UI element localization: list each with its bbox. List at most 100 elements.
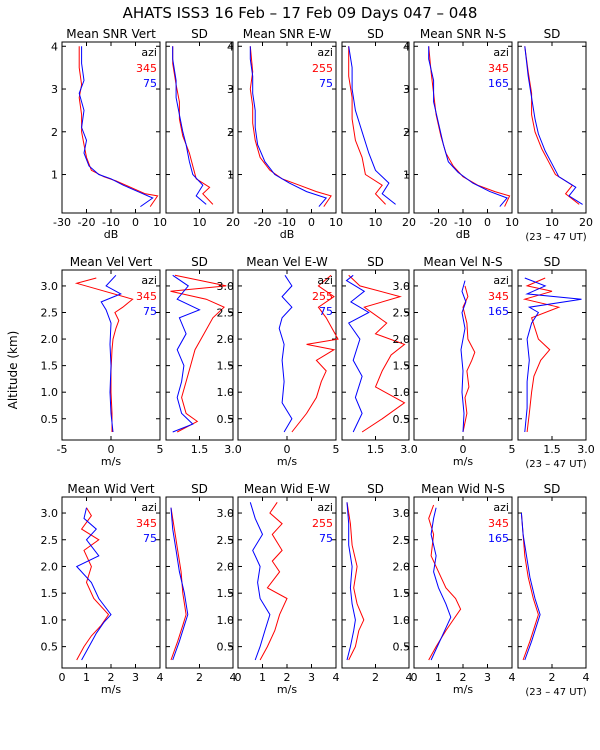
legend-entry: 165 [488,532,509,545]
x-tick-label: 4 [333,671,340,684]
series-line-75 [278,275,293,433]
panel-wid-vert-sd: SD 2 4 [165,482,237,684]
series-line-75 [346,502,356,661]
series-line-255 [291,274,339,433]
x-tick-label: 0 [235,671,242,684]
panel-title: SD [367,255,384,269]
series-line-255 [348,274,406,433]
x-axis-label: dB [280,228,295,241]
y-tick-label: 2.0 [41,333,59,346]
x-tick-label: -10 [454,216,472,229]
series-line-75 [170,507,189,661]
y-tick-label: 1.5 [393,360,411,373]
x-tick-label: 5 [157,443,164,456]
series-line-345 [428,504,462,661]
legend-entry: 165 [488,305,509,318]
x-tick-label: 0 [460,443,467,456]
y-tick-label: 4 [227,40,234,53]
legend-title: azi [317,501,333,514]
series-line-75 [75,507,112,661]
x-axis-label: dB [104,228,119,241]
panel-snr-ns-sd: SD 10 20 (23 – 47 UT) [517,27,593,243]
x-tick-label: 10 [329,216,343,229]
y-tick-label: 0.5 [41,641,59,654]
panel-title: Mean Wid N-S [421,482,505,496]
series-line-345 [524,46,580,205]
y-tick-label: 1.0 [41,386,59,399]
x-tick-label: 4 [157,671,164,684]
panel-title: Mean Vel N-S [423,255,502,269]
x-tick-label: 2 [284,671,291,684]
y-tick-label: 2.0 [217,560,235,573]
series-line-345 [520,512,539,661]
legend-entry: 345 [488,62,509,75]
legend-title: azi [493,501,509,514]
panel-vel-ew-sd: SD 1.5 3.0 [341,255,418,456]
series-line-75 [345,274,370,433]
x-tick-label: 3.0 [400,443,418,456]
y-tick-label: 0.5 [41,413,59,426]
legend-entry: 165 [488,77,509,90]
legend-title: azi [141,46,157,59]
panel-wid-ew-sd: SD 2 4 [341,482,413,684]
y-tick-label: 1.0 [393,614,411,627]
y-tick-label: 1.0 [41,614,59,627]
y-tick-label: 1.0 [217,614,235,627]
panel-snr-ew: Mean SNR E-W -20 -10 0 10 dB 1 2 3 4 azi 255 75 [227,27,343,241]
panel-title: Mean Wid E-W [244,482,330,496]
y-tick-label: 2.5 [393,534,411,547]
legend-entry: 255 [312,517,333,530]
legend-entry: 75 [319,305,333,318]
panel-wid-vert: Mean Wid Vert 0 1 2 3 4 m/s 0.5 1.0 1.5 2.0 2.5 3.0 a… [41,482,164,696]
series-line-165 [460,280,467,433]
x-tick-label: 10 [369,216,383,229]
x-tick-label: 1.5 [367,443,385,456]
legend-entry: 345 [488,517,509,530]
x-axis-label: m/s [277,455,297,468]
series-line-345 [76,507,110,661]
x-tick-label: 0 [484,216,491,229]
series-line-75 [172,274,201,433]
x-tick-label: 1.5 [191,443,209,456]
y-tick-label: 3.0 [41,280,59,293]
panel-title: Mean SNR E-W [243,27,332,41]
legend-title: azi [317,46,333,59]
x-tick-label: 0 [108,443,115,456]
y-tick-label: 3 [403,83,410,96]
series-line-345 [172,46,214,205]
panel-title: Mean SNR Vert [66,27,156,41]
legend-entry: 255 [312,290,333,303]
panel-title: Mean Vel Vert [70,255,153,269]
x-tick-label: -10 [278,216,296,229]
y-tick-label: 2.5 [217,307,235,320]
panel-title: Mean Vel E-W [246,255,328,269]
series-line-165 [524,277,582,433]
panel-wid-ns: Mean Wid N-S 0 1 2 3 4 m/s 0.5 1.0 1.5 2.0 2.5 3.0 az… [393,482,516,696]
y-tick-label: 1 [51,169,58,182]
time-window-note: (23 – 47 UT) [525,232,586,243]
panel-title: Mean SNR N-S [420,27,506,41]
panel-title: SD [367,27,384,41]
series-line-165 [428,46,508,207]
legend-entry: 75 [143,305,157,318]
x-axis-label: m/s [277,683,297,696]
x-tick-label: 2 [372,671,379,684]
series-line-75 [249,502,271,661]
x-tick-label: 3 [484,671,491,684]
y-tick-label: 2.0 [41,560,59,573]
legend-title: azi [141,274,157,287]
panel-vel-ns: Mean Vel N-S 0 5 m/s 0.5 1.0 1.5 2.0 2.5 3.0 azi 34… [393,255,516,468]
legend-entry: 75 [143,77,157,90]
y-tick-label: 1.5 [41,587,59,600]
legend-title: azi [493,274,509,287]
time-window-note: (23 – 47 UT) [525,459,586,470]
x-tick-label: 0 [132,216,139,229]
plot-frame [165,41,234,214]
series-line-345 [462,285,476,433]
panel-vel-vert: Mean Vel Vert -5 0 5 m/s 0.5 1.0 1.5 2.0 2.5 3.0 az… [41,255,164,468]
panel-title: Mean Wid Vert [67,482,154,496]
y-tick-label: 3.0 [217,280,235,293]
legend-title: azi [317,274,333,287]
